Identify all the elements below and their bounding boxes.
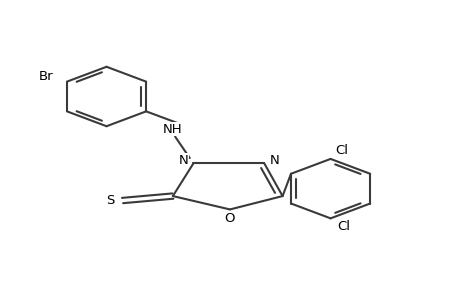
Text: Cl: Cl	[335, 144, 347, 157]
Text: Cl: Cl	[337, 220, 350, 233]
Text: N: N	[269, 154, 279, 167]
Text: NH: NH	[162, 123, 182, 136]
Text: Br: Br	[39, 70, 53, 83]
Text: N: N	[178, 154, 188, 167]
Text: S: S	[106, 194, 114, 207]
Text: O: O	[224, 212, 235, 225]
